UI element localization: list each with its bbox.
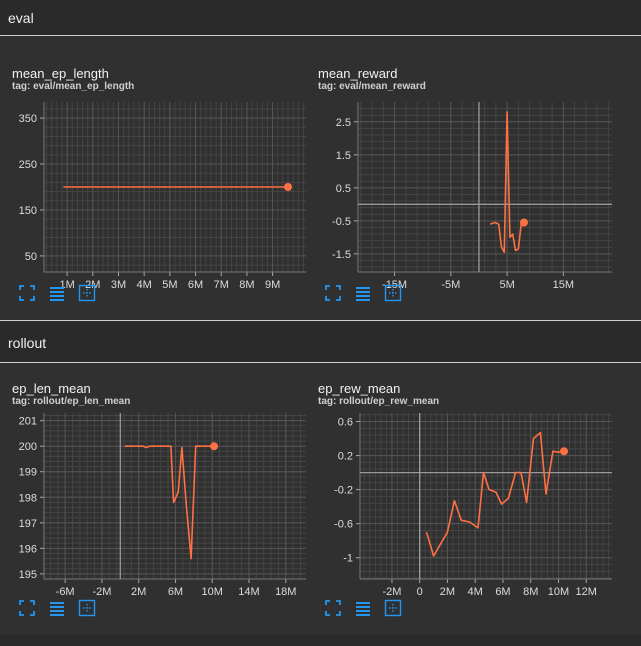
- data-table-icon[interactable]: [48, 599, 66, 617]
- section-title: eval: [8, 10, 34, 26]
- chart-tag: tag: rollout/ep_len_mean: [12, 396, 131, 407]
- y-tick-label: 2.5: [336, 117, 351, 129]
- chart-card-mean-reward: mean_reward tag: eval/mean_reward -15M -5…: [306, 54, 612, 331]
- section-header-eval[interactable]: eval: [0, 0, 641, 36]
- x-tick-label: 0: [417, 586, 423, 598]
- series-last-point: [519, 218, 528, 227]
- section-title: rollout: [8, 335, 47, 351]
- grid-lines: [358, 102, 612, 272]
- chart-title: ep_rew_mean: [318, 381, 401, 396]
- x-tick-label: 10M: [548, 586, 569, 598]
- section-header-rollout[interactable]: rollout: [0, 320, 641, 363]
- y-tick-label: 250: [19, 159, 37, 171]
- chart-title: mean_reward: [318, 66, 398, 81]
- section-body-rollout: ep_len_mean tag: rollout/ep_len_mean -6M…: [0, 363, 641, 635]
- chart-plot-area[interactable]: -15M -5M 5M 15M-1.5-0.50.51.52.5: [306, 54, 612, 294]
- y-tick-label: 196: [19, 543, 37, 555]
- y-tick-label: -1: [343, 553, 353, 565]
- x-tick-label: 4M: [468, 586, 483, 598]
- fullscreen-icon[interactable]: [324, 599, 342, 617]
- x-tick-label: 4M: [137, 279, 152, 291]
- chart-tag: tag: eval/mean_reward: [318, 81, 426, 92]
- x-tick-label: -2M: [382, 586, 401, 598]
- chart-plot-area[interactable]: -6M -2M 2M 6M 10M 14M 18M 195 196 197 198 199 200 201: [0, 369, 306, 609]
- x-tick-label: 2M: [440, 586, 455, 598]
- chart-tag: tag: eval/mean_ep_length: [12, 81, 135, 92]
- section-body-eval: mean_ep_length tag: eval/mean_ep_length …: [0, 36, 641, 320]
- y-tick-label: -0.2: [334, 485, 353, 497]
- y-tick-label: -1.5: [332, 249, 351, 261]
- x-tick-label: 6M: [495, 586, 510, 598]
- x-tick-label: 6M: [188, 279, 203, 291]
- y-tick-label: 50: [25, 251, 37, 263]
- y-tick-label: 0.2: [338, 451, 353, 463]
- fullscreen-icon[interactable]: [18, 599, 36, 617]
- fullscreen-icon[interactable]: [324, 284, 342, 302]
- x-tick-label: 2M: [131, 586, 146, 598]
- y-tick-label: -0.6: [334, 519, 353, 531]
- fit-domain-icon[interactable]: [78, 284, 96, 302]
- series-last-point: [284, 183, 293, 191]
- y-tick-label: 1.5: [336, 150, 351, 162]
- y-tick-label: -0.5: [332, 216, 351, 228]
- series-line: [489, 111, 525, 253]
- x-tick-label: 15M: [553, 279, 574, 291]
- fullscreen-icon[interactable]: [18, 284, 36, 302]
- x-tick-label: 3M: [111, 279, 126, 291]
- y-tick-label: 198: [19, 492, 37, 504]
- data-table-icon[interactable]: [354, 599, 372, 617]
- fit-domain-icon[interactable]: [384, 599, 402, 617]
- y-tick-label: 150: [19, 205, 37, 217]
- y-tick-label: 200: [19, 441, 37, 453]
- x-tick-label: 14M: [238, 586, 259, 598]
- x-tick-label: 5M: [162, 279, 177, 291]
- x-tick-label: 5M: [499, 279, 514, 291]
- x-tick-label: -5M: [441, 279, 460, 291]
- y-tick-label: 350: [19, 113, 37, 125]
- chart-tag: tag: rollout/ep_rew_mean: [318, 396, 440, 407]
- chart-card-ep-rew-mean: ep_rew_mean tag: rollout/ep_rew_mean -2M…: [306, 369, 612, 646]
- x-tick-label: -6M: [56, 586, 75, 598]
- chart-card-ep-len-mean: ep_len_mean tag: rollout/ep_len_mean -6M…: [0, 369, 306, 646]
- data-table-icon[interactable]: [48, 284, 66, 302]
- x-tick-label: 8M: [239, 279, 254, 291]
- y-tick-label: 201: [19, 416, 37, 428]
- y-tick-label: 199: [19, 467, 37, 479]
- fit-domain-icon[interactable]: [384, 284, 402, 302]
- series-line: [425, 431, 565, 557]
- x-tick-label: 8M: [523, 586, 538, 598]
- fit-domain-icon[interactable]: [78, 599, 96, 617]
- chart-plot-area[interactable]: -2M 0 2M 4M 6M 8M 10M 12M -1 -0.6 -0.2 0.2 0.6: [306, 369, 612, 609]
- series-line: [124, 445, 215, 560]
- series-last-point: [210, 442, 219, 451]
- y-tick-label: 0.5: [336, 183, 351, 195]
- x-tick-label: -2M: [92, 586, 111, 598]
- chart-title: mean_ep_length: [12, 66, 109, 81]
- x-tick-label: 10M: [202, 586, 223, 598]
- grid-lines: [360, 413, 612, 579]
- x-tick-label: 7M: [214, 279, 229, 291]
- y-tick-label: 0.6: [338, 417, 353, 429]
- chart-title: ep_len_mean: [12, 381, 91, 396]
- x-tick-label: 18M: [275, 586, 296, 598]
- series-last-point: [560, 447, 569, 456]
- y-tick-label: 195: [19, 569, 37, 581]
- x-tick-label: 12M: [576, 586, 597, 598]
- chart-card-mean-ep-length: mean_ep_length tag: eval/mean_ep_length …: [0, 54, 306, 331]
- y-tick-label: 197: [19, 518, 37, 530]
- data-table-icon[interactable]: [354, 284, 372, 302]
- x-tick-label: 9M: [265, 279, 280, 291]
- x-tick-label: 6M: [168, 586, 183, 598]
